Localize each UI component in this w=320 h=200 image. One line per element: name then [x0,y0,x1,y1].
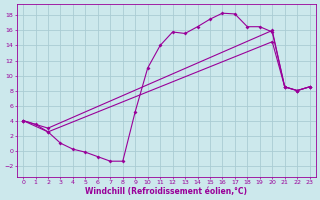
X-axis label: Windchill (Refroidissement éolien,°C): Windchill (Refroidissement éolien,°C) [85,187,247,196]
